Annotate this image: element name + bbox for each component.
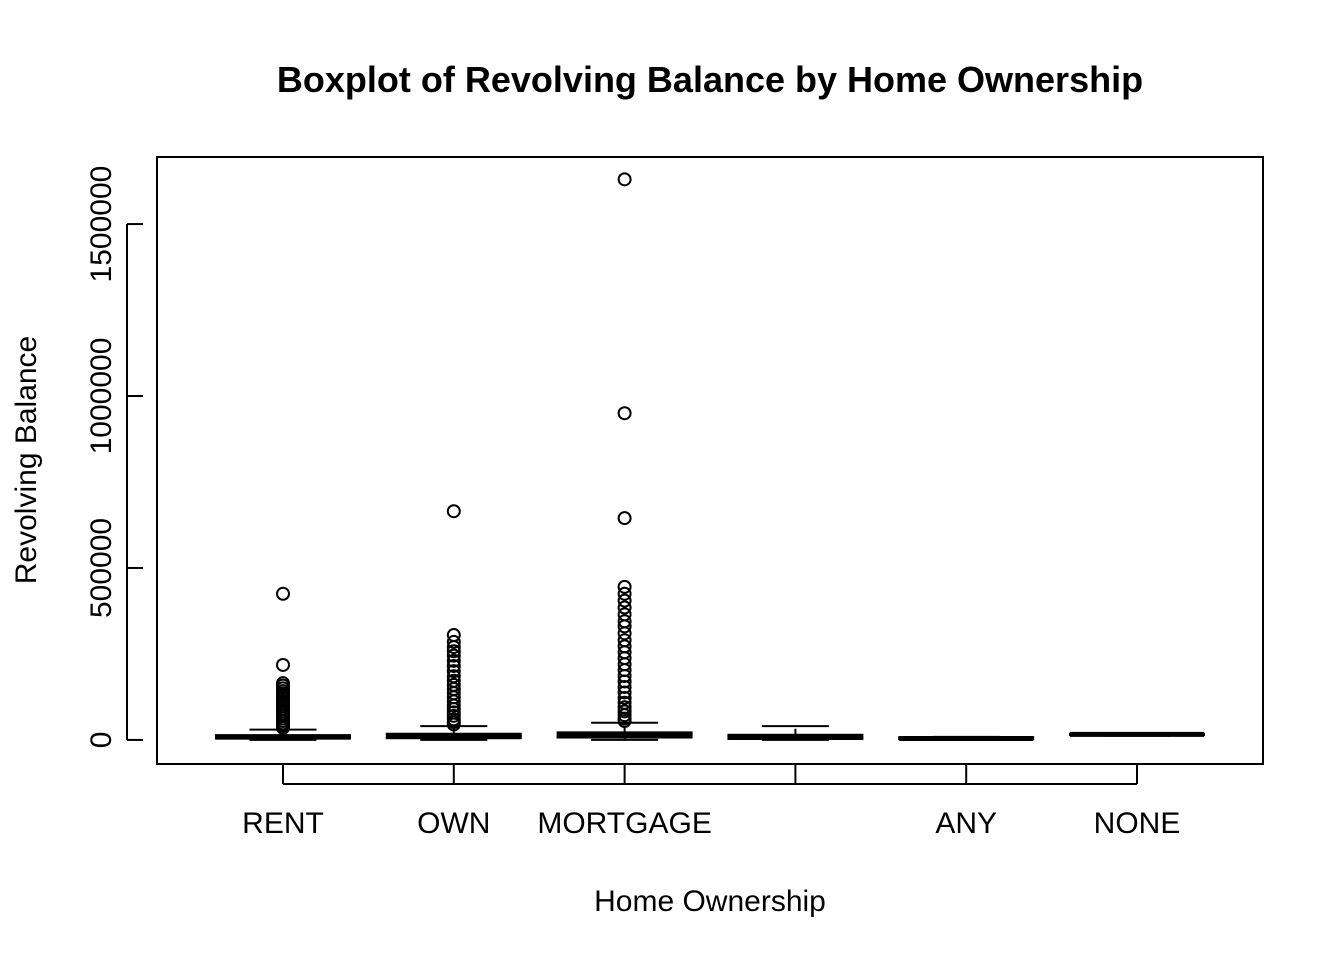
- y-tick-label: 500000: [85, 518, 118, 618]
- outlier-point: [617, 626, 632, 641]
- outlier-point: [446, 504, 461, 519]
- outlier-point: [446, 644, 461, 659]
- outlier-point: [617, 690, 632, 705]
- box-group: [1069, 731, 1205, 737]
- outlier-point: [446, 717, 461, 732]
- outlier-point: [446, 653, 461, 668]
- y-axis-label: Revolving Balance: [10, 336, 43, 584]
- outlier-point: [276, 720, 290, 735]
- plot-frame: [156, 156, 1264, 765]
- outlier-point: [617, 586, 632, 601]
- boxes-layer: [215, 172, 1205, 742]
- outlier-point: [276, 586, 290, 601]
- outlier-point: [617, 579, 632, 594]
- y-tick-label: 0: [85, 732, 118, 749]
- outlier-point: [617, 619, 632, 634]
- x-tick-label: RENT: [242, 807, 324, 840]
- outlier-point: [446, 664, 461, 679]
- outlier-point: [617, 593, 632, 608]
- x-tick-label: MORTGAGE: [537, 807, 711, 840]
- x-tick-label: ANY: [935, 807, 997, 840]
- box-group: [898, 735, 1035, 742]
- y-tick-label: 1500000: [85, 166, 118, 283]
- box-group: [215, 586, 351, 741]
- box-group: [727, 725, 864, 741]
- outlier-point: [446, 640, 461, 655]
- outlier-point: [617, 511, 632, 526]
- chart-title: Boxplot of Revolving Balance by Home Own…: [277, 59, 1143, 100]
- outlier-point: [446, 658, 461, 673]
- outlier-point: [446, 634, 461, 649]
- box-group: [556, 172, 693, 741]
- y-axis: 0 500000 1000000 1500000: [85, 166, 143, 749]
- x-axis: RENT OWN MORTGAGE ANY NONE: [242, 764, 1180, 840]
- outlier-point: [276, 657, 290, 672]
- box-group: [385, 504, 522, 741]
- x-tick-label: OWN: [417, 807, 490, 840]
- outlier-point: [617, 406, 632, 421]
- outlier-point: [617, 714, 632, 729]
- x-tick-label: NONE: [1094, 807, 1181, 840]
- outlier-point: [617, 685, 632, 700]
- y-tick-label: 1000000: [85, 338, 118, 455]
- outlier-point: [446, 648, 461, 663]
- x-axis-label: Home Ownership: [594, 885, 826, 918]
- outlier-point: [617, 172, 632, 187]
- outlier-point: [617, 600, 632, 615]
- outlier-point: [617, 704, 632, 719]
